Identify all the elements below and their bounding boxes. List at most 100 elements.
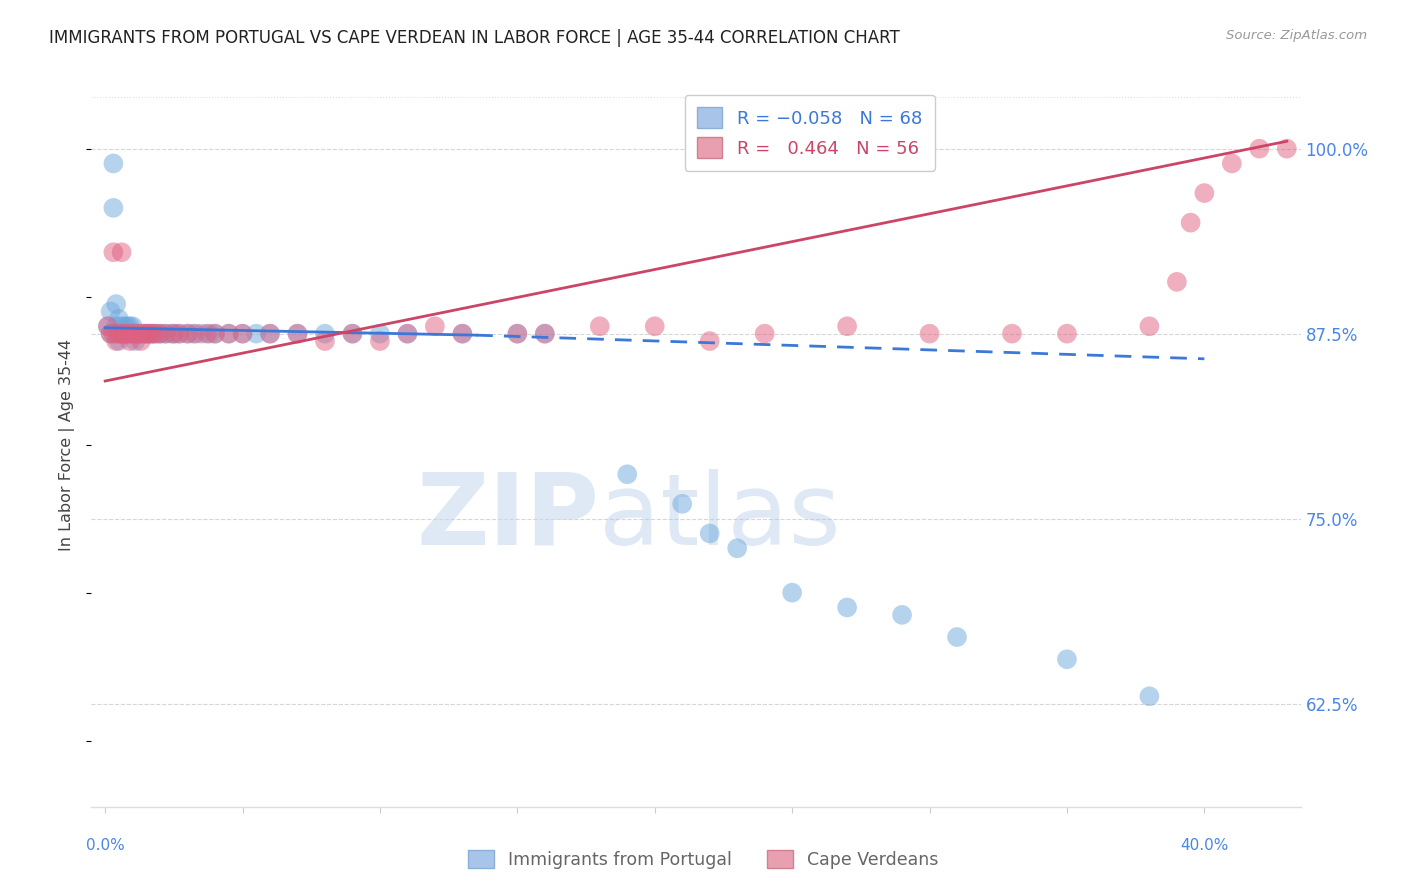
Point — [129, 334, 152, 348]
Point — [108, 311, 131, 326]
Point — [891, 607, 914, 622]
Y-axis label: In Labor Force | Age 35-44: In Labor Force | Age 35-44 — [59, 339, 76, 550]
Point — [218, 326, 240, 341]
Point — [314, 326, 336, 341]
Text: 0.0%: 0.0% — [86, 838, 125, 853]
Point — [1056, 652, 1078, 666]
Point — [644, 319, 666, 334]
Point — [451, 326, 474, 341]
Point — [111, 326, 132, 341]
Point — [190, 326, 212, 341]
Text: atlas: atlas — [599, 468, 841, 566]
Point — [135, 326, 157, 341]
Point — [314, 334, 336, 348]
Point — [105, 334, 128, 348]
Point — [176, 326, 198, 341]
Point — [699, 334, 721, 348]
Point — [103, 156, 125, 170]
Point — [143, 326, 166, 341]
Point — [100, 304, 122, 318]
Text: ZIP: ZIP — [416, 468, 599, 566]
Point — [1001, 326, 1024, 341]
Point — [115, 326, 138, 341]
Point — [105, 319, 128, 334]
Point — [396, 326, 419, 341]
Point — [169, 326, 191, 341]
Point — [1166, 275, 1188, 289]
Point — [342, 326, 364, 341]
Text: Source: ZipAtlas.com: Source: ZipAtlas.com — [1226, 29, 1367, 42]
Text: 40.0%: 40.0% — [1180, 838, 1229, 853]
Point — [127, 326, 149, 341]
Point — [835, 600, 858, 615]
Point — [127, 326, 149, 341]
Point — [204, 326, 226, 341]
Point — [103, 326, 125, 341]
Point — [1249, 142, 1271, 156]
Point — [105, 326, 128, 341]
Point — [97, 319, 120, 334]
Point — [1275, 142, 1298, 156]
Point — [918, 326, 941, 341]
Point — [103, 245, 125, 260]
Point — [108, 326, 131, 341]
Point — [835, 319, 858, 334]
Point — [176, 326, 198, 341]
Point — [103, 201, 125, 215]
Point — [396, 326, 419, 341]
Point — [141, 326, 163, 341]
Point — [112, 326, 135, 341]
Point — [287, 326, 309, 341]
Point — [1220, 156, 1243, 170]
Point — [160, 326, 183, 341]
Point — [118, 326, 141, 341]
Point — [100, 326, 122, 341]
Point — [111, 326, 132, 341]
Point — [169, 326, 191, 341]
Point — [121, 326, 143, 341]
Point — [451, 326, 474, 341]
Point — [671, 497, 693, 511]
Point — [616, 467, 638, 482]
Point — [121, 326, 143, 341]
Point — [115, 326, 138, 341]
Point — [129, 326, 152, 341]
Point — [780, 585, 803, 599]
Point — [115, 326, 138, 341]
Point — [946, 630, 969, 644]
Legend: R = −0.058   N = 68, R =   0.464   N = 56: R = −0.058 N = 68, R = 0.464 N = 56 — [685, 95, 935, 170]
Point — [112, 326, 135, 341]
Point — [506, 326, 529, 341]
Point — [699, 526, 721, 541]
Point — [1194, 186, 1216, 200]
Point — [506, 326, 529, 341]
Point — [218, 326, 240, 341]
Point — [115, 319, 138, 334]
Point — [195, 326, 218, 341]
Point — [138, 326, 160, 341]
Point — [725, 541, 748, 556]
Text: IMMIGRANTS FROM PORTUGAL VS CAPE VERDEAN IN LABOR FORCE | AGE 35-44 CORRELATION : IMMIGRANTS FROM PORTUGAL VS CAPE VERDEAN… — [49, 29, 900, 46]
Point — [534, 326, 557, 341]
Point — [118, 334, 141, 348]
Point — [754, 326, 776, 341]
Point — [118, 319, 141, 334]
Point — [149, 326, 172, 341]
Point — [105, 297, 128, 311]
Point — [423, 319, 446, 334]
Point — [111, 245, 132, 260]
Point — [112, 319, 135, 334]
Point — [1139, 690, 1161, 704]
Point — [121, 326, 143, 341]
Point — [108, 334, 131, 348]
Point — [132, 326, 155, 341]
Point — [1056, 326, 1078, 341]
Point — [163, 326, 186, 341]
Point — [163, 326, 186, 341]
Point — [108, 326, 131, 341]
Point — [259, 326, 281, 341]
Point — [155, 326, 177, 341]
Point — [534, 326, 557, 341]
Point — [111, 326, 132, 341]
Point — [342, 326, 364, 341]
